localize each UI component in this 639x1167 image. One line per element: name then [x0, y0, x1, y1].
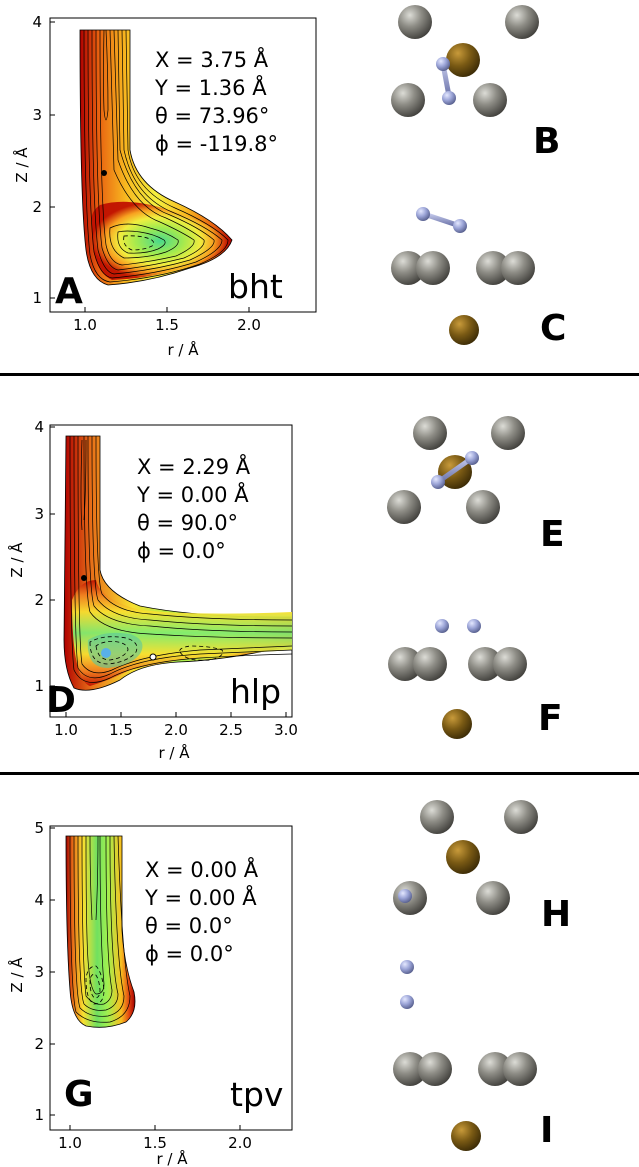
param-a-x: X = 3.75 Å [155, 46, 269, 72]
panel-letter-f: F [538, 698, 563, 739]
xtick-g-2: 1.5 [143, 1134, 167, 1152]
ytick-a-4: 4 [32, 13, 42, 31]
panel-letter-b: B [533, 121, 560, 162]
panel-letter-a: A [55, 271, 83, 312]
ytick-d-3: 3 [34, 505, 44, 523]
xtick-a-1: 1.0 [73, 316, 97, 334]
param-g-x: X = 0.00 Å [145, 856, 259, 882]
xtick-d-3: 2.0 [164, 721, 188, 739]
panel-letter-g: G [64, 1074, 94, 1115]
xtick-g-1: 1.0 [58, 1134, 82, 1152]
xtick-d-1: 1.0 [54, 721, 78, 739]
ylabel-g: Z / Å [7, 957, 26, 993]
xtick-a-3: 2.0 [237, 316, 261, 334]
param-g-y: Y = 0.00 Å [144, 884, 257, 910]
ytick-a-1: 1 [32, 289, 42, 307]
pes-contour-fill-g [65, 835, 136, 1028]
xlabel-g: r / Å [156, 1149, 188, 1167]
ytick-a-3: 3 [32, 106, 42, 124]
molecule-view-f [388, 619, 527, 739]
ylabel-a: Z / Å [12, 147, 31, 183]
contour-plot-a [49, 17, 317, 313]
param-a-theta: θ = 73.96° [155, 104, 269, 128]
xtick-g-3: 2.0 [228, 1134, 252, 1152]
molecule-view-b [391, 5, 539, 117]
ytick-g-2: 2 [34, 1035, 44, 1053]
param-a-phi: ϕ = -119.8° [155, 132, 278, 156]
ytick-g-4: 4 [34, 891, 44, 909]
site-tag-g: tpv [230, 1075, 283, 1114]
xlabel-a: r / Å [167, 340, 199, 359]
ytick-g-3: 3 [34, 963, 44, 981]
separator-1 [0, 373, 639, 376]
param-d-phi: ϕ = 0.0° [137, 539, 226, 563]
param-d-y: Y = 0.00 Å [136, 481, 249, 507]
molecule-view-i [393, 960, 537, 1151]
ytick-a-2: 2 [32, 198, 42, 216]
ytick-d-2: 2 [34, 591, 44, 609]
ytick-g-5: 5 [34, 819, 44, 837]
param-g-theta: θ = 0.0° [145, 914, 233, 938]
separator-2 [0, 772, 639, 775]
param-d-theta: θ = 90.0° [137, 511, 238, 535]
panel-letter-d: D [46, 680, 76, 721]
molecule-view-e [387, 416, 525, 524]
panel-letter-c: C [540, 308, 566, 349]
xtick-d-2: 1.5 [109, 721, 133, 739]
param-g-phi: ϕ = 0.0° [145, 942, 234, 966]
xlabel-d: r / Å [158, 743, 190, 762]
xtick-d-4: 2.5 [219, 721, 243, 739]
site-tag-a: bht [228, 267, 283, 306]
param-d-x: X = 2.29 Å [137, 453, 251, 479]
ytick-d-4: 4 [34, 418, 44, 436]
param-a-y: Y = 1.36 Å [154, 74, 267, 100]
xtick-d-5: 3.0 [274, 721, 298, 739]
molecule-view-h [393, 800, 538, 915]
ylabel-d: Z / Å [7, 542, 26, 578]
xtick-a-2: 1.5 [155, 316, 179, 334]
panel-letter-i: I [540, 1110, 553, 1151]
site-tag-d: hlp [230, 672, 281, 711]
molecule-view-c [391, 207, 535, 345]
ytick-d-1: 1 [34, 677, 44, 695]
contour-plot-d [49, 424, 293, 718]
ytick-g-1: 1 [34, 1106, 44, 1124]
panel-letter-h: H [541, 894, 571, 935]
panel-letter-e: E [540, 514, 565, 555]
contour-plot-g [49, 825, 293, 1131]
